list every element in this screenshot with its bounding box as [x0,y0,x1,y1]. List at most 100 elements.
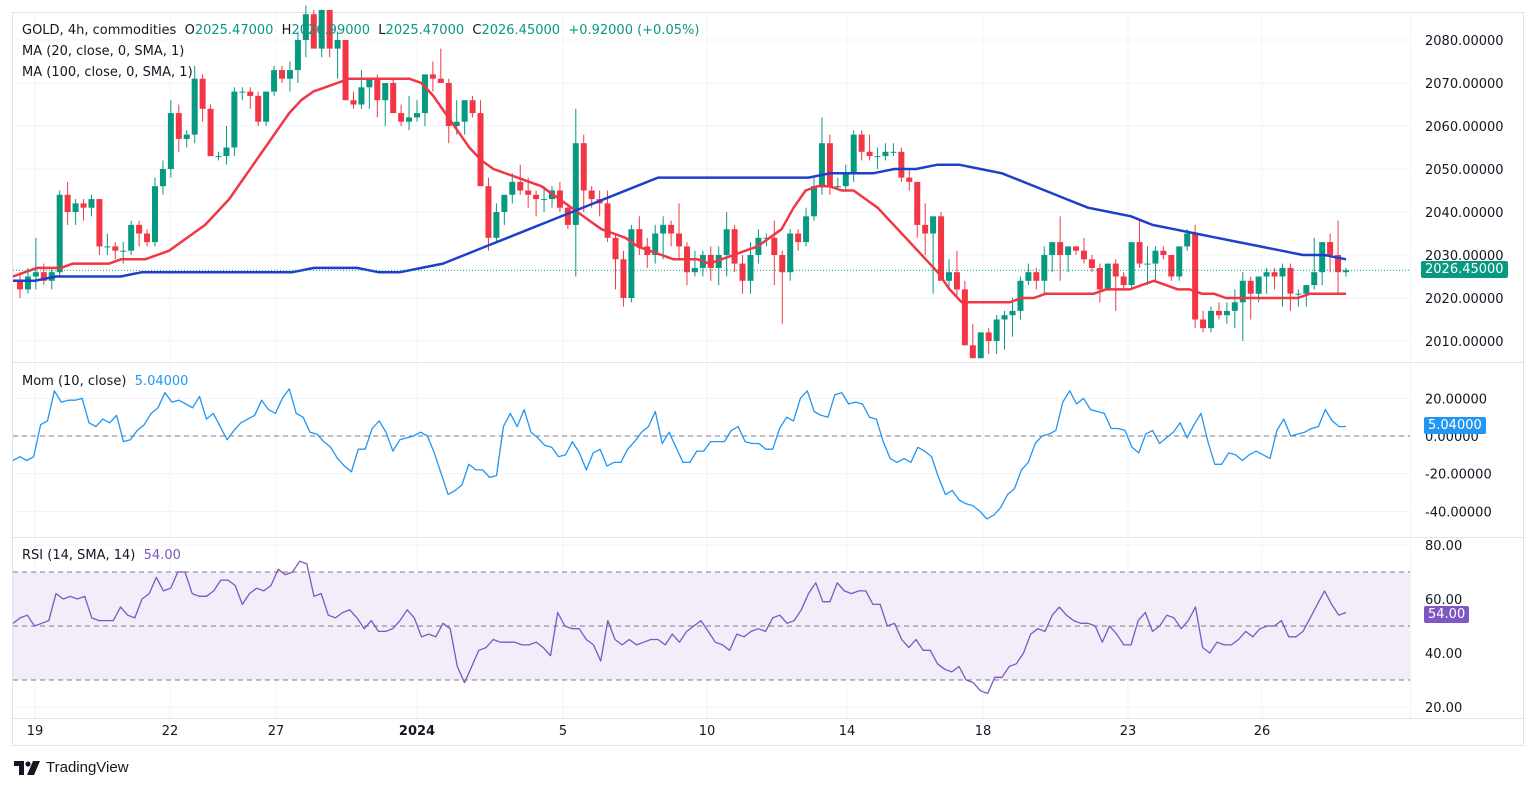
candle [144,229,150,246]
candle-body [176,113,182,139]
candle-body [287,70,293,79]
price-tick-label: 2040.00000 [1425,206,1504,221]
time-tick-label: 14 [839,724,856,739]
candle-body [875,156,881,157]
candle [335,31,341,78]
candle-body [811,186,817,216]
candle-body [1303,285,1309,294]
candle [168,100,174,177]
candle-body [1081,251,1087,260]
candle-body [1200,320,1206,329]
candle-body [620,259,626,298]
candle-body [223,148,229,157]
candle [231,87,237,156]
candle-body [350,100,356,104]
candle-body [1010,311,1016,315]
candle [438,49,444,83]
candle-body [779,255,785,272]
candle [128,221,134,255]
candle-body [859,135,865,152]
candle-body [581,143,587,190]
mom-legend[interactable]: Mom (10, close) 5.04000 [22,374,188,389]
candle [112,242,118,259]
candle-body [1025,272,1031,281]
candle [255,92,261,126]
candle-body [478,113,484,186]
candle [660,216,666,259]
candle-body [438,79,444,83]
candle [1002,311,1008,350]
candle [1073,246,1079,255]
candle-body [422,74,428,113]
candle-body [517,182,523,191]
candle-body [946,272,952,281]
mom-line [13,389,1346,519]
candle [882,143,888,160]
candle-body [724,229,730,255]
candle-body [613,238,619,259]
candle [287,62,293,92]
candle-body [922,225,928,234]
candle [1327,234,1333,273]
candle-body [112,246,118,250]
mom-value-badge: 5.04000 [1424,417,1486,434]
candle [1160,246,1166,259]
candle-body [144,234,150,243]
candle-body [160,169,166,186]
candle-body [382,83,388,100]
candle [350,92,356,109]
time-tick-label: 22 [162,724,179,739]
candle [740,255,746,294]
candle-body [192,79,198,135]
tradingview-brand[interactable]: TradingView [14,759,129,776]
chart-svg[interactable]: 1922272024510141823262080.000002070.0000… [0,0,1536,790]
candle [875,148,881,170]
candle-body [200,79,206,109]
candle-body [740,264,746,281]
candle [462,100,468,134]
candle-body [1264,272,1270,276]
candle-body [914,182,920,225]
mom-tick-label: -40.00000 [1425,505,1492,520]
candle-body [81,203,87,207]
candle [446,79,452,144]
candle-body [335,40,341,49]
candle-body [962,289,968,345]
candle-body [533,195,539,199]
open-value: 2025.47000 [195,23,274,38]
candle [1272,268,1278,290]
candle [978,332,984,358]
candle [239,87,245,100]
candle-body [1216,311,1222,315]
candle-body [104,246,110,247]
candle-body [803,216,809,242]
time-tick-label: 18 [975,724,992,739]
candle [263,92,269,126]
mom-value: 5.04000 [135,374,189,389]
candle-body [970,345,976,358]
candle [1311,238,1317,290]
rsi-value-badge: 54.00 [1424,606,1469,623]
candle [779,251,785,324]
candle [295,31,301,83]
ma100-legend[interactable]: MA (100, close, 0, SMA, 1) [22,65,193,80]
candle [771,221,777,286]
candle [962,281,968,346]
symbol-legend: GOLD, 4h, commodities O2025.47000 H2026.… [22,23,699,38]
ma20-legend[interactable]: MA (20, close, 0, SMA, 1) [22,44,184,59]
candle-body [255,96,261,122]
candle [223,126,229,165]
candle [390,79,396,113]
candle [954,251,960,298]
candle [279,66,285,83]
candle [216,152,222,161]
candle [1033,268,1039,290]
candle [1232,289,1238,328]
rsi-legend[interactable]: RSI (14, SMA, 14) 54.00 [22,548,181,563]
last-price-badge: 2026.45000 [1421,261,1508,278]
candle [628,225,634,302]
candle-body [954,272,960,289]
candle-body [1256,277,1262,294]
candle-body [88,199,94,208]
candle-body [216,156,222,157]
